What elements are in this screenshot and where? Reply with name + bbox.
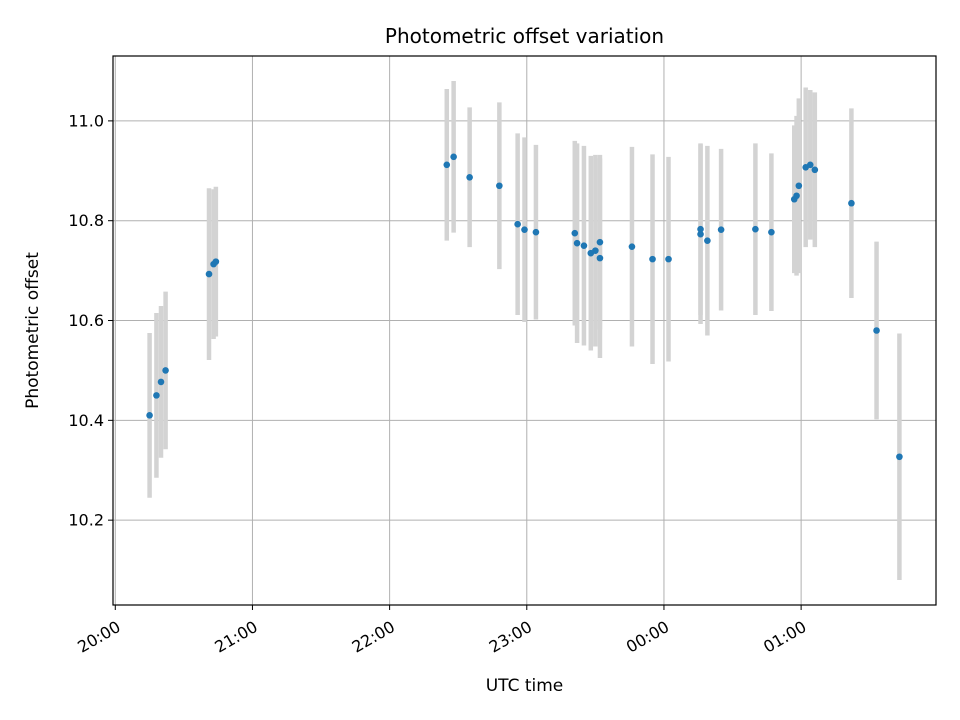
data-point: [212, 258, 220, 265]
data-point: [665, 255, 672, 263]
data-point: [443, 161, 451, 169]
data-point: [573, 239, 581, 247]
data-point: [896, 453, 903, 461]
data-point: [752, 225, 759, 233]
data-point: [768, 228, 775, 236]
data-point: [205, 270, 213, 278]
y-axis-label: Photometric offset: [23, 252, 43, 409]
data-point: [717, 226, 725, 233]
y-tick-label: 10.2: [68, 511, 104, 530]
data-point: [521, 226, 528, 233]
data-point: [146, 412, 153, 419]
data-point: [571, 229, 579, 237]
data-point: [450, 153, 457, 161]
chart-title: Photometric offset variation: [385, 24, 664, 48]
data-point: [697, 230, 704, 238]
data-point: [496, 182, 503, 190]
x-axis-label: UTC time: [486, 676, 564, 696]
y-axis-ticks: 10.2 10.4 10.6 10.8 11.0: [68, 111, 113, 530]
data-point: [596, 254, 604, 262]
data-point: [153, 392, 160, 399]
data-point: [704, 237, 711, 244]
data-point: [628, 243, 636, 250]
data-point: [532, 228, 540, 236]
data-point: [848, 199, 855, 207]
y-tick-label: 10.6: [68, 311, 104, 330]
data-point: [793, 192, 800, 200]
data-point: [514, 220, 521, 228]
data-point: [466, 173, 473, 181]
y-tick-label: 10.4: [68, 411, 104, 430]
data-point: [162, 367, 169, 374]
plot-frame: [112, 55, 937, 606]
data-point: [806, 161, 814, 169]
data-point: [697, 225, 704, 233]
data-point: [873, 327, 880, 334]
data-point: [811, 166, 819, 174]
data-point: [580, 242, 588, 249]
data-point: [649, 255, 656, 263]
data-point: [795, 182, 803, 190]
y-tick-label: 10.8: [68, 211, 104, 230]
data-point: [592, 247, 599, 254]
data-point: [596, 238, 604, 246]
y-tick-label: 11.0: [68, 111, 104, 130]
data-point: [157, 378, 165, 386]
data-points: [146, 153, 903, 461]
